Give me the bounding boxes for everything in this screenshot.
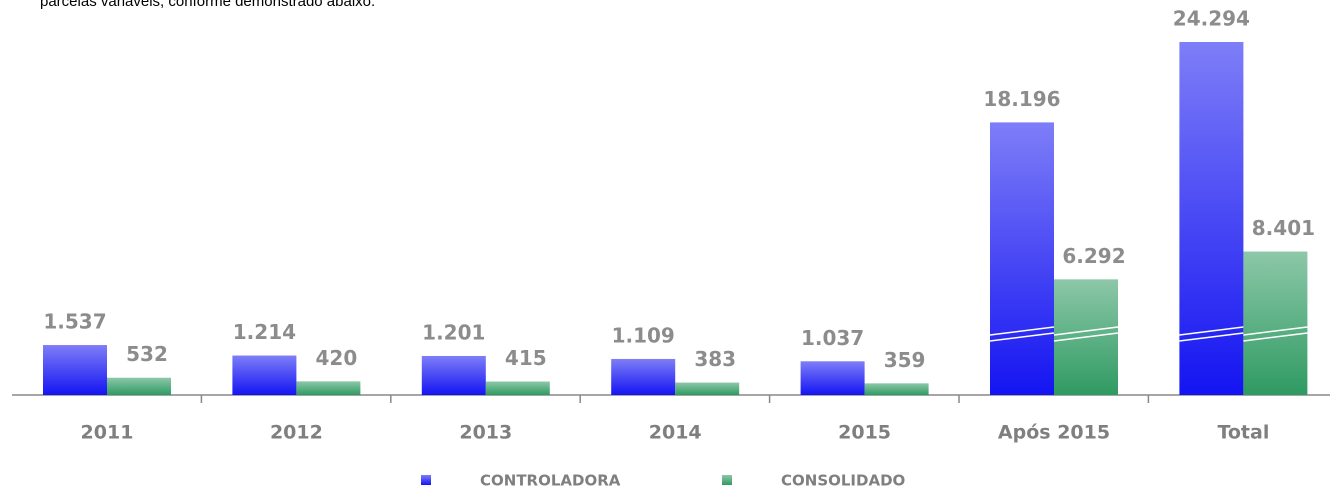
value-label: 532 bbox=[126, 342, 168, 366]
bar bbox=[864, 383, 929, 395]
value-label: 383 bbox=[694, 347, 736, 371]
value-label: 6.292 bbox=[1062, 244, 1125, 268]
bar bbox=[421, 355, 486, 395]
value-label: 1.214 bbox=[233, 320, 296, 344]
bar bbox=[800, 361, 865, 395]
legend-swatch bbox=[421, 475, 431, 485]
bar bbox=[43, 345, 107, 395]
x-tick-label: 2015 bbox=[838, 422, 891, 444]
x-tick-label: 2012 bbox=[270, 422, 323, 444]
value-label: 1.037 bbox=[801, 326, 864, 350]
bar bbox=[990, 122, 1054, 395]
x-tick-label: 2013 bbox=[459, 422, 512, 444]
legend-label: CONTROLADORA bbox=[480, 472, 621, 488]
bar bbox=[1179, 42, 1244, 395]
value-label: 1.537 bbox=[43, 310, 106, 334]
value-label: 8.401 bbox=[1252, 216, 1315, 240]
scale-break bbox=[1053, 326, 1119, 336]
value-label: 1.109 bbox=[612, 323, 675, 347]
caption: parcelas variáveis, conforme demonstrado… bbox=[40, 0, 375, 10]
scale-break bbox=[1179, 332, 1244, 342]
x-tick-label: 2014 bbox=[649, 422, 702, 444]
bar bbox=[107, 377, 171, 395]
value-label: 420 bbox=[316, 346, 358, 370]
scale-break bbox=[989, 326, 1055, 336]
scale-break bbox=[989, 332, 1055, 342]
x-tick-label: Após 2015 bbox=[998, 422, 1110, 444]
bar bbox=[1243, 251, 1308, 395]
scale-break bbox=[1179, 326, 1244, 336]
x-tick-label: Total bbox=[1217, 422, 1269, 444]
legend-swatch bbox=[722, 475, 732, 485]
value-label: 415 bbox=[505, 346, 547, 370]
scale-break bbox=[1243, 326, 1308, 336]
scale-break bbox=[1053, 332, 1119, 342]
bar bbox=[232, 355, 297, 395]
x-tick-label: 2011 bbox=[81, 422, 134, 444]
scale-break bbox=[1243, 332, 1308, 342]
value-label: 1.201 bbox=[422, 320, 485, 344]
legend-label: CONSOLIDADO bbox=[781, 472, 905, 488]
value-label: 24.294 bbox=[1173, 7, 1250, 31]
value-label: 359 bbox=[884, 348, 926, 372]
bar bbox=[296, 381, 361, 395]
bar bbox=[611, 358, 676, 395]
bar bbox=[675, 382, 740, 395]
value-label: 18.196 bbox=[983, 87, 1060, 111]
bar bbox=[485, 381, 550, 395]
